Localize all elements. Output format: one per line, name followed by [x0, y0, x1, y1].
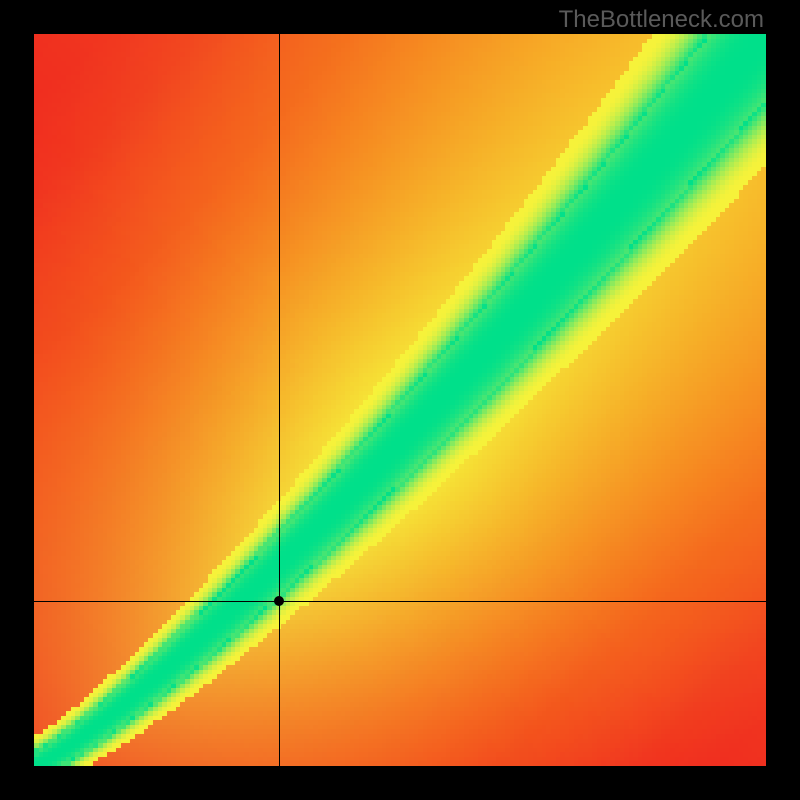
chart-container: TheBottleneck.com — [0, 0, 800, 800]
watermark-text: TheBottleneck.com — [559, 6, 764, 34]
crosshair-horizontal — [34, 601, 766, 602]
bottleneck-heatmap — [34, 34, 766, 766]
crosshair-vertical — [279, 34, 280, 766]
